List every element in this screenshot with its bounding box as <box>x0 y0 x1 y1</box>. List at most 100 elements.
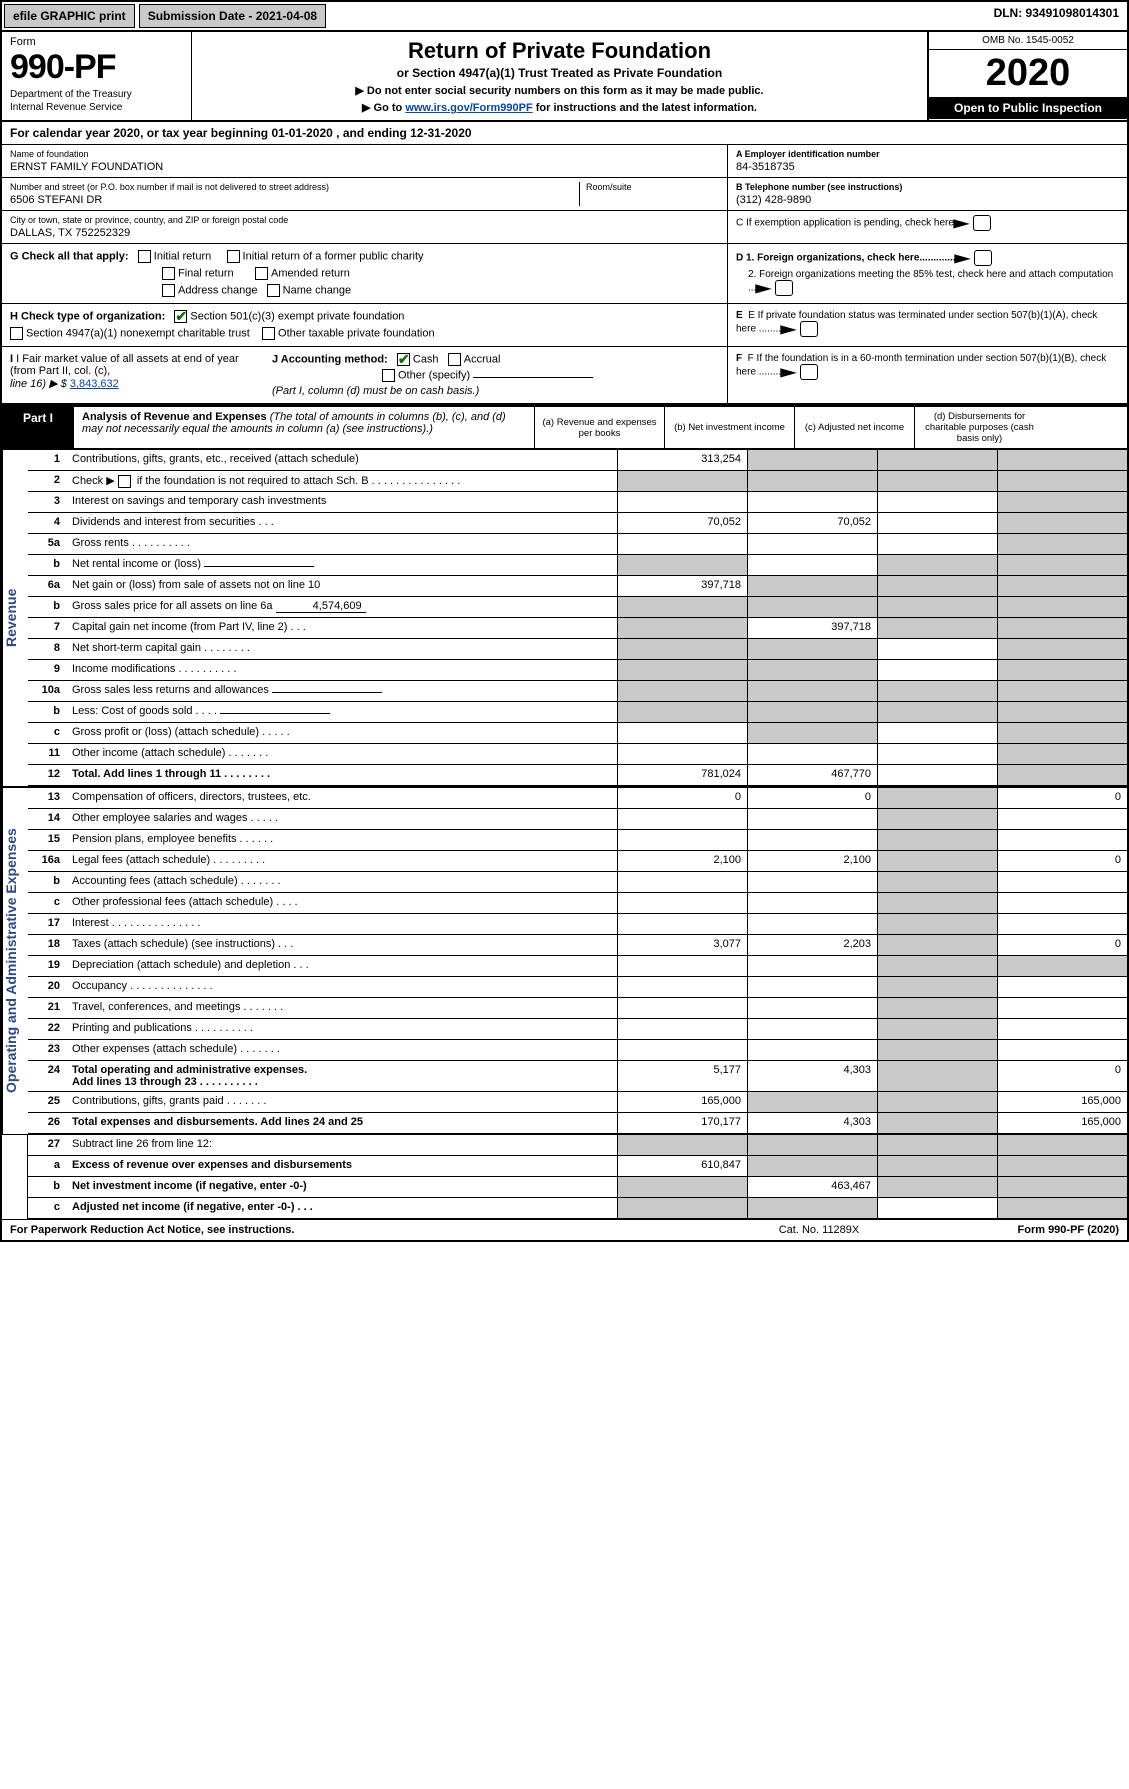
table-row: 11Other income (attach schedule) . . . .… <box>28 744 1127 765</box>
table-row: 18Taxes (attach schedule) (see instructi… <box>28 935 1127 956</box>
table-row: 10aGross sales less returns and allowanc… <box>28 681 1127 702</box>
table-row: 1Contributions, gifts, grants, etc., rec… <box>28 450 1127 471</box>
table-row: 7Capital gain net income (from Part IV, … <box>28 618 1127 639</box>
table-row: 4Dividends and interest from securities … <box>28 513 1127 534</box>
section-i-j-f: I I Fair market value of all assets at e… <box>2 347 1127 405</box>
table-row: bGross sales price for all assets on lin… <box>28 597 1127 618</box>
address-cell: Number and street (or P.O. box number if… <box>2 178 727 211</box>
table-row: 6aNet gain or (loss) from sale of assets… <box>28 576 1127 597</box>
dln-label: DLN: 93491098014301 <box>986 2 1127 30</box>
header-right: OMB No. 1545-0052 2020 Open to Public In… <box>927 32 1127 120</box>
city-cell: City or town, state or province, country… <box>2 211 727 243</box>
table-row: 26Total expenses and disbursements. Add … <box>28 1113 1127 1134</box>
checkbox-accrual[interactable] <box>448 353 461 366</box>
table-row: 12Total. Add lines 1 through 11 . . . . … <box>28 765 1127 786</box>
col-d-header: (d) Disbursements for charitable purpose… <box>914 407 1044 448</box>
room-suite-label: Room/suite <box>586 182 719 192</box>
col-b-header: (b) Net investment income <box>664 407 794 448</box>
table-row: 17Interest . . . . . . . . . . . . . . . <box>28 914 1127 935</box>
catalog-number: Cat. No. 11289X <box>719 1224 919 1236</box>
col-a-header: (a) Revenue and expenses per books <box>534 407 664 448</box>
exemption-pending-cell: C If exemption application is pending, c… <box>728 211 1127 235</box>
col-c-header: (c) Adjusted net income <box>794 407 914 448</box>
part-i-header: Part I Analysis of Revenue and Expenses … <box>2 405 1127 449</box>
paperwork-notice: For Paperwork Reduction Act Notice, see … <box>10 1224 719 1236</box>
section-g-d: G Check all that apply: Initial return I… <box>2 244 1127 304</box>
checkbox-other-taxable[interactable] <box>262 327 275 340</box>
checkbox-initial-former[interactable] <box>227 250 240 263</box>
form-word: Form <box>10 36 183 48</box>
checkbox-501c3[interactable] <box>174 310 187 323</box>
omb-number: OMB No. 1545-0052 <box>929 32 1127 50</box>
table-row: bNet investment income (if negative, ent… <box>28 1177 1127 1198</box>
table-row: cAdjusted net income (if negative, enter… <box>28 1198 1127 1219</box>
header-middle: Return of Private Foundation or Section … <box>192 32 927 120</box>
checkbox-cash[interactable] <box>397 353 410 366</box>
submission-date-label: Submission Date - 2021-04-08 <box>139 4 326 28</box>
section-h-e: H Check type of organization: Section 50… <box>2 304 1127 347</box>
expenses-label: Operating and Administrative Expenses <box>2 788 28 1134</box>
tax-year: 2020 <box>929 50 1127 97</box>
form-container: efile GRAPHIC print Submission Date - 20… <box>0 0 1129 1242</box>
fmv-link[interactable]: 3,843,632 <box>70 378 119 390</box>
checkbox-d2[interactable] <box>775 280 793 296</box>
department: Department of the Treasury <box>10 89 183 100</box>
form-title: Return of Private Foundation <box>202 38 917 64</box>
table-row: 25Contributions, gifts, grants paid . . … <box>28 1092 1127 1113</box>
ein-cell: A Employer identification number 84-3518… <box>728 145 1127 178</box>
table-row: 5aGross rents . . . . . . . . . . <box>28 534 1127 555</box>
checkbox-name[interactable] <box>267 284 280 297</box>
instruction-2: ▶ Go to www.irs.gov/Form990PF for instru… <box>202 101 917 114</box>
instruction-1: ▶ Do not enter social security numbers o… <box>202 84 917 97</box>
checkbox-e[interactable] <box>800 321 818 337</box>
table-row: cGross profit or (loss) (attach schedule… <box>28 723 1127 744</box>
checkbox-initial[interactable] <box>138 250 151 263</box>
irs-label: Internal Revenue Service <box>10 102 183 113</box>
calendar-year-row: For calendar year 2020, or tax year begi… <box>2 122 1127 145</box>
table-row: 16aLegal fees (attach schedule) . . . . … <box>28 851 1127 872</box>
table-row: 13Compensation of officers, directors, t… <box>28 788 1127 809</box>
pointer-icon: ▶ <box>953 216 970 230</box>
identity-block: Name of foundation ERNST FAMILY FOUNDATI… <box>2 145 1127 244</box>
efile-print-button[interactable]: efile GRAPHIC print <box>4 4 135 28</box>
form-subtitle: or Section 4947(a)(1) Trust Treated as P… <box>202 66 917 80</box>
checkbox-amended[interactable] <box>255 267 268 280</box>
checkbox-final[interactable] <box>162 267 175 280</box>
table-row: 14Other employee salaries and wages . . … <box>28 809 1127 830</box>
checkbox-f[interactable] <box>800 364 818 380</box>
table-row: 20Occupancy . . . . . . . . . . . . . . <box>28 977 1127 998</box>
part-i-body: Revenue 1Contributions, gifts, grants, e… <box>2 449 1127 1219</box>
table-row: aExcess of revenue over expenses and dis… <box>28 1156 1127 1177</box>
table-row: bLess: Cost of goods sold . . . . <box>28 702 1127 723</box>
table-row: 3Interest on savings and temporary cash … <box>28 492 1127 513</box>
table-row: 24Total operating and administrative exp… <box>28 1061 1127 1092</box>
form-footer-label: Form 990-PF (2020) <box>919 1224 1119 1236</box>
table-row: 22Printing and publications . . . . . . … <box>28 1019 1127 1040</box>
checkbox-d1[interactable] <box>974 250 992 266</box>
header-left: Form 990-PF Department of the Treasury I… <box>2 32 192 120</box>
table-row: 8Net short-term capital gain . . . . . .… <box>28 639 1127 660</box>
phone-cell: B Telephone number (see instructions) (3… <box>728 178 1127 211</box>
table-row: 27Subtract line 26 from line 12: <box>28 1135 1127 1156</box>
table-row: 19Depreciation (attach schedule) and dep… <box>28 956 1127 977</box>
form-number: 990-PF <box>10 48 183 87</box>
table-row: 21Travel, conferences, and meetings . . … <box>28 998 1127 1019</box>
footer: For Paperwork Reduction Act Notice, see … <box>2 1219 1127 1240</box>
table-row: bNet rental income or (loss) <box>28 555 1127 576</box>
form-header: Form 990-PF Department of the Treasury I… <box>2 32 1127 122</box>
checkbox-other-method[interactable] <box>382 369 395 382</box>
table-row: 23Other expenses (attach schedule) . . .… <box>28 1040 1127 1061</box>
checkbox-address[interactable] <box>162 284 175 297</box>
irs-link[interactable]: www.irs.gov/Form990PF <box>405 102 532 114</box>
table-row: 9Income modifications . . . . . . . . . … <box>28 660 1127 681</box>
checkbox-4947[interactable] <box>10 327 23 340</box>
revenue-label: Revenue <box>2 450 28 786</box>
part-i-label: Part I <box>2 407 74 448</box>
table-row: bAccounting fees (attach schedule) . . .… <box>28 872 1127 893</box>
foundation-name-cell: Name of foundation ERNST FAMILY FOUNDATI… <box>2 145 727 178</box>
checkbox-c[interactable] <box>973 215 991 231</box>
table-row: cOther professional fees (attach schedul… <box>28 893 1127 914</box>
top-bar: efile GRAPHIC print Submission Date - 20… <box>2 2 1127 32</box>
open-public-badge: Open to Public Inspection <box>929 97 1127 119</box>
table-row: 2Check ▶ if the foundation is not requir… <box>28 471 1127 492</box>
